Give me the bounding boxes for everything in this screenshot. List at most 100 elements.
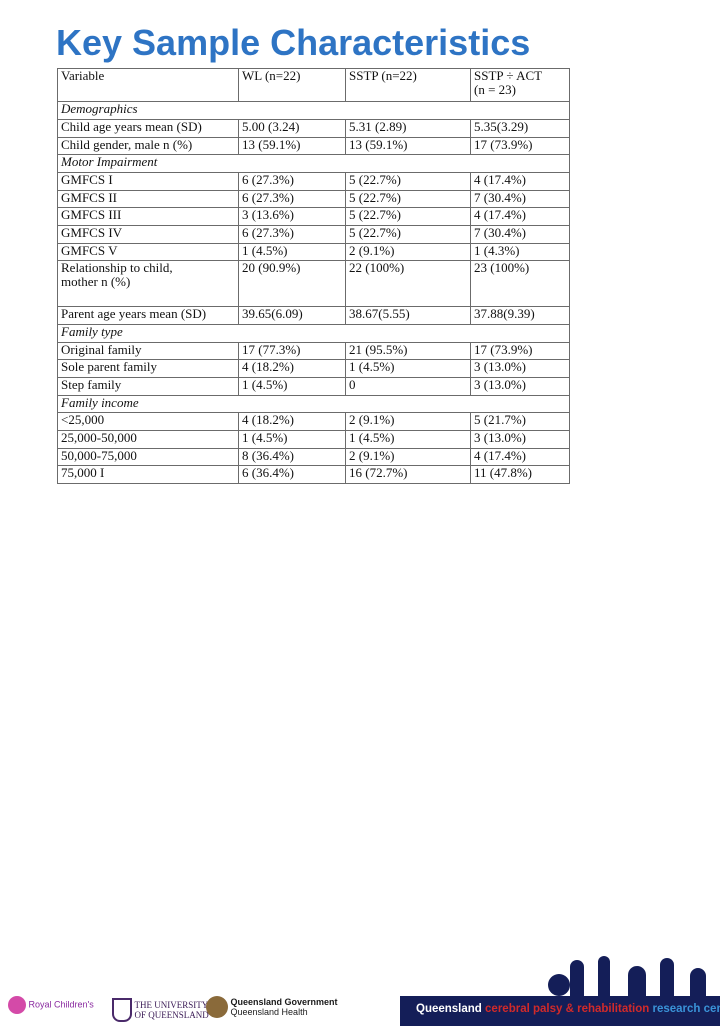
logo2-line2: OF QUEENSLAND bbox=[135, 1010, 209, 1020]
table-cell: 0 bbox=[346, 377, 471, 395]
table-cell: 2 (9.1%) bbox=[346, 243, 471, 261]
table-cell: 6 (36.4%) bbox=[239, 466, 346, 484]
table-cell: 6 (27.3%) bbox=[239, 226, 346, 244]
banner-part3: & rehabilitation bbox=[566, 1003, 650, 1015]
table-cell: 4 (17.4%) bbox=[471, 173, 570, 191]
table-cell: 13 (59.1%) bbox=[346, 137, 471, 155]
row-label: Parent age years mean (SD) bbox=[58, 307, 239, 325]
table-cell: 3 (13.6%) bbox=[239, 208, 346, 226]
table-cell: 3 (13.0%) bbox=[471, 377, 570, 395]
table-cell: 5.35(3.29) bbox=[471, 120, 570, 138]
row-label: 25,000-50,000 bbox=[58, 430, 239, 448]
table-cell: 5 (22.7%) bbox=[346, 208, 471, 226]
banner-part4: research centre bbox=[653, 1003, 720, 1015]
table-cell: 1 (4.5%) bbox=[239, 430, 346, 448]
header-sstp-act-line1: SSTP ÷ ACT bbox=[474, 69, 542, 84]
figure-icon bbox=[660, 958, 674, 996]
table-cell: 17 (73.9%) bbox=[471, 342, 570, 360]
section-label: Demographics bbox=[58, 102, 570, 120]
table-cell: 6 (27.3%) bbox=[239, 173, 346, 191]
table-cell: 5 (21.7%) bbox=[471, 413, 570, 431]
table-section-row: Family income bbox=[58, 395, 570, 413]
header-wl: WL (n=22) bbox=[239, 69, 346, 102]
table-cell: 2 (9.1%) bbox=[346, 413, 471, 431]
banner-text: Queensland cerebral palsy & rehabilitati… bbox=[416, 1003, 720, 1015]
table-cell: 1 (4.5%) bbox=[346, 360, 471, 378]
table-row: Child age years mean (SD)5.00 (3.24)5.31… bbox=[58, 120, 570, 138]
header-sstp-act: SSTP ÷ ACT(n = 23) bbox=[471, 69, 570, 102]
table-cell: 5.31 (2.89) bbox=[346, 120, 471, 138]
table-cell: 21 (95.5%) bbox=[346, 342, 471, 360]
header-sstp: SSTP (n=22) bbox=[346, 69, 471, 102]
crest-icon bbox=[112, 998, 132, 1022]
row-label: Child gender, male n (%) bbox=[58, 137, 239, 155]
table-cell: 7 (30.4%) bbox=[471, 226, 570, 244]
banner-part2: cerebral palsy bbox=[485, 1003, 562, 1015]
characteristics-table: Variable WL (n=22) SSTP (n=22) SSTP ÷ AC… bbox=[57, 68, 556, 484]
table-cell: 39.65(6.09) bbox=[239, 307, 346, 325]
table-cell: 3 (13.0%) bbox=[471, 430, 570, 448]
table-cell: 1 (4.5%) bbox=[346, 430, 471, 448]
table-cell: 7 (30.4%) bbox=[471, 190, 570, 208]
table-cell: 17 (73.9%) bbox=[471, 137, 570, 155]
table-row: Relationship to child,mother n (%)20 (90… bbox=[58, 261, 570, 307]
row-label: GMFCS IV bbox=[58, 226, 239, 244]
table-header-row: Variable WL (n=22) SSTP (n=22) SSTP ÷ AC… bbox=[58, 69, 570, 102]
table-cell: 5.00 (3.24) bbox=[239, 120, 346, 138]
row-label: GMFCS I bbox=[58, 173, 239, 191]
table-cell: 3 (13.0%) bbox=[471, 360, 570, 378]
table-cell: 5 (22.7%) bbox=[346, 190, 471, 208]
table-cell: 17 (77.3%) bbox=[239, 342, 346, 360]
table-section-row: Motor Impairment bbox=[58, 155, 570, 173]
table-cell: 16 (72.7%) bbox=[346, 466, 471, 484]
table-cell: 5 (22.7%) bbox=[346, 173, 471, 191]
table-cell: 22 (100%) bbox=[346, 261, 471, 307]
table-cell: 1 (4.3%) bbox=[471, 243, 570, 261]
coat-of-arms-icon bbox=[206, 996, 228, 1018]
row-label: 75,000 I bbox=[58, 466, 239, 484]
table-cell: 6 (27.3%) bbox=[239, 190, 346, 208]
table-cell: 11 (47.8%) bbox=[471, 466, 570, 484]
row-label: <25,000 bbox=[58, 413, 239, 431]
figure-icon bbox=[548, 974, 570, 996]
row-label: GMFCS V bbox=[58, 243, 239, 261]
table-cell: 37.88(9.39) bbox=[471, 307, 570, 325]
row-label: GMFCS III bbox=[58, 208, 239, 226]
table-cell: 1 (4.5%) bbox=[239, 243, 346, 261]
table-cell: 23 (100%) bbox=[471, 261, 570, 307]
header-sstp-act-line2: (n = 23) bbox=[474, 82, 516, 97]
table-section-row: Family type bbox=[58, 324, 570, 342]
header-variable: Variable bbox=[58, 69, 239, 102]
table-row: Parent age years mean (SD)39.65(6.09)38.… bbox=[58, 307, 570, 325]
uq-logo: THE UNIVERSITY OF QUEENSLAND bbox=[112, 998, 209, 1026]
table-cell: 4 (18.2%) bbox=[239, 360, 346, 378]
row-label: GMFCS II bbox=[58, 190, 239, 208]
row-label: Relationship to child,mother n (%) bbox=[58, 261, 239, 307]
table-row: Child gender, male n (%)13 (59.1%)13 (59… bbox=[58, 137, 570, 155]
table-cell: 20 (90.9%) bbox=[239, 261, 346, 307]
row-label: Sole parent family bbox=[58, 360, 239, 378]
page-title: Key Sample Characteristics bbox=[56, 22, 530, 64]
table-cell: 2 (9.1%) bbox=[346, 448, 471, 466]
table-cell: 1 (4.5%) bbox=[239, 377, 346, 395]
logo1-text: Royal Children's bbox=[29, 999, 94, 1009]
table-cell: 8 (36.4%) bbox=[239, 448, 346, 466]
row-label: Child age years mean (SD) bbox=[58, 120, 239, 138]
row-label: Original family bbox=[58, 342, 239, 360]
section-label: Motor Impairment bbox=[58, 155, 570, 173]
table-cell: 4 (17.4%) bbox=[471, 448, 570, 466]
row-label-line2: mother n (%) bbox=[61, 274, 130, 289]
table-cell: 5 (22.7%) bbox=[346, 226, 471, 244]
section-label: Family income bbox=[58, 395, 570, 413]
table-cell: 4 (17.4%) bbox=[471, 208, 570, 226]
table-cell: 38.67(5.55) bbox=[346, 307, 471, 325]
table-cell: 4 (18.2%) bbox=[239, 413, 346, 431]
